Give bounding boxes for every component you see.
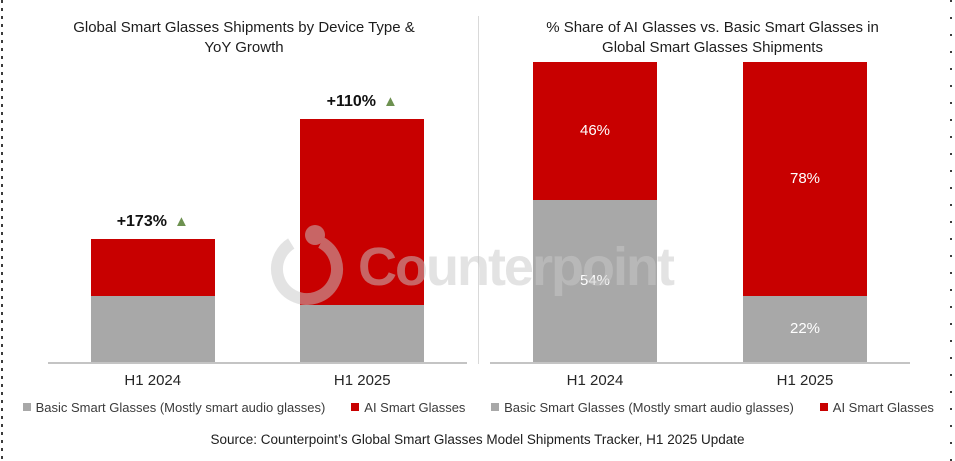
segment-data-label: 78% (789, 170, 821, 188)
yoy-growth-annotation-h1-2025: +110% ▲ (327, 93, 398, 111)
bar-segment-basic-h1-2024 (90, 295, 215, 362)
stacked-bar-h1-2025 (300, 118, 425, 362)
share-category-axis: H1 2024 H1 2025 (490, 372, 910, 389)
category-label-h1-2025: H1 2025 (776, 371, 834, 389)
bar-segment-ai-h1-2025 (300, 118, 425, 305)
bar-segment-ai-h1-2025: 78% (743, 61, 867, 296)
share-plot-area: 46% 54% 78% 22% (490, 61, 910, 364)
shipments-chart-title: Global Smart Glasses Shipments by Device… (73, 19, 415, 56)
shipments-category-axis: H1 2024 H1 2025 (48, 372, 467, 389)
stacked-bar-h1-2025: 78% 22% (743, 61, 867, 362)
bar-segment-basic-h1-2025: 22% (743, 295, 867, 362)
bar-segment-basic-h1-2025 (300, 304, 425, 362)
category-label-h1-2025: H1 2025 (333, 371, 391, 389)
basic-legend-swatch (22, 403, 31, 412)
legend-item-ai: AI Smart Glasses (819, 399, 934, 415)
legend-item-basic: Basic Smart Glasses (Mostly smart audio … (22, 399, 326, 415)
bar-segment-basic-h1-2024: 54% (533, 199, 657, 362)
category-label-h1-2024: H1 2024 (124, 371, 182, 389)
growth-up-triangle-icon: ▲ (173, 212, 189, 230)
stacked-bar-h1-2024 (90, 238, 215, 362)
legend-item-basic: Basic Smart Glasses (Mostly smart audio … (491, 400, 794, 415)
growth-value: +110% (326, 92, 377, 110)
segment-data-label: 22% (789, 320, 821, 338)
ai-legend-label: AI Smart Glasses (832, 399, 934, 415)
bar-slot-h1-2025: +110% ▲ (258, 64, 468, 362)
basic-legend-swatch (491, 403, 500, 412)
segment-data-label: 46% (579, 122, 611, 140)
panel-divider-line (478, 16, 479, 364)
share-chart-title: % Share of AI Glasses vs. Basic Smart Gl… (546, 19, 879, 56)
stacked-bar-h1-2024: 46% 54% (533, 61, 657, 362)
shipments-legend: Basic Smart Glasses (Mostly smart audio … (10, 400, 478, 415)
basic-legend-label: Basic Smart Glasses (Mostly smart audio … (35, 399, 326, 415)
bar-segment-ai-h1-2024: 46% (533, 61, 657, 200)
ai-legend-swatch (819, 403, 828, 412)
growth-up-triangle-icon: ▲ (383, 92, 398, 110)
yoy-growth-annotation-h1-2024: +173% ▲ (117, 213, 189, 231)
basic-legend-label: Basic Smart Glasses (Mostly smart audio … (504, 399, 794, 415)
bar-slot-h1-2024: +173% ▲ (48, 64, 258, 362)
shipments-chart-panel: Global Smart Glasses Shipments by Device… (10, 0, 478, 415)
source-attribution: Source: Counterpoint’s Global Smart Glas… (210, 432, 745, 447)
bar-segment-ai-h1-2024 (90, 238, 215, 296)
left-edge-dashes (1, 0, 3, 461)
bar-slot-h1-2025: 78% 22% (700, 61, 910, 362)
right-edge-dashes (950, 0, 952, 461)
share-legend: Basic Smart Glasses (Mostly smart audio … (478, 400, 947, 415)
shipments-plot-area: +173% ▲ +110% ▲ (48, 64, 467, 364)
ai-legend-swatch (351, 403, 360, 412)
charts-row: Global Smart Glasses Shipments by Device… (10, 0, 947, 415)
legend-item-ai: AI Smart Glasses (351, 400, 465, 415)
category-label-h1-2024: H1 2024 (566, 371, 624, 389)
share-chart-panel: % Share of AI Glasses vs. Basic Smart Gl… (478, 0, 947, 415)
bar-slot-h1-2024: 46% 54% (490, 61, 700, 362)
growth-value: +173% (116, 212, 167, 230)
segment-data-label: 54% (579, 272, 611, 290)
ai-legend-label: AI Smart Glasses (364, 399, 466, 415)
